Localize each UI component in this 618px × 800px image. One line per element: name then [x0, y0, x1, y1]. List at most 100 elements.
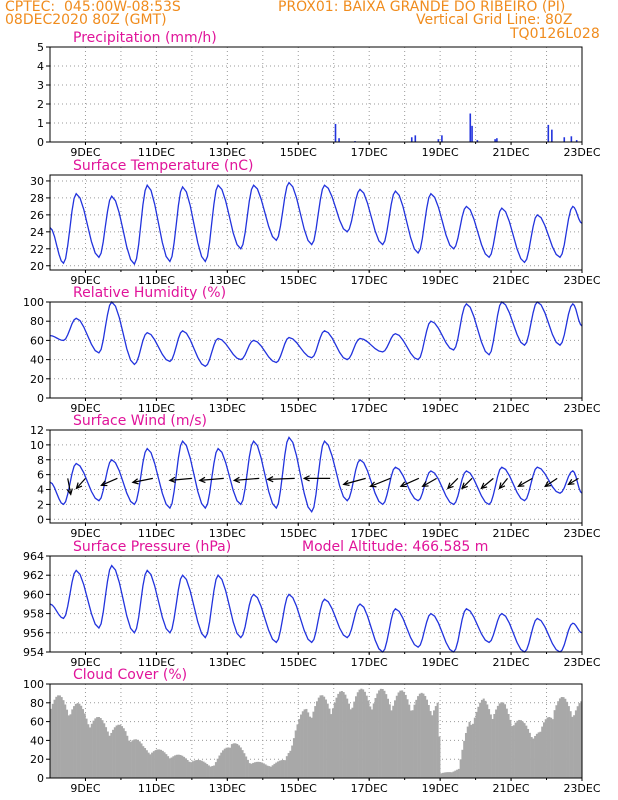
- cloud-bar: [257, 761, 260, 778]
- y-tick-label: 4: [37, 60, 44, 73]
- wind-arrow-head: [399, 481, 407, 488]
- temp-line: [49, 181, 583, 266]
- x-tick-label: 13DEC: [209, 782, 246, 795]
- precip-bar: [334, 123, 337, 142]
- cloud-bar: [129, 741, 132, 778]
- cloud-bar: [232, 743, 235, 778]
- cloud-bar: [128, 740, 131, 778]
- wind-arrow-head: [100, 480, 108, 487]
- panel-title: Cloud Cover (%): [73, 667, 187, 683]
- x-tick-label: 21DEC: [493, 274, 530, 287]
- wind-arrow: [480, 477, 494, 489]
- wind-arrow: [234, 477, 260, 481]
- cloud-bar: [319, 695, 322, 778]
- wind-arrow-head: [461, 482, 468, 490]
- y-tick-label: 958: [23, 608, 44, 621]
- wind-arrow: [132, 477, 153, 483]
- cloud-bar: [376, 693, 379, 778]
- precip-bar: [414, 135, 417, 142]
- cloud-bar: [300, 714, 303, 778]
- y-tick-label: 0: [37, 136, 44, 149]
- wind-arrow-head: [266, 476, 274, 483]
- cloud-bar: [204, 762, 207, 778]
- cloud-bar: [560, 697, 563, 778]
- cloud-bar: [275, 762, 278, 778]
- cloud-bar: [308, 716, 311, 778]
- cloud-bar: [255, 761, 258, 778]
- cloud-bar: [184, 758, 187, 778]
- wind-arrow: [169, 477, 192, 481]
- cloud-bar: [427, 705, 430, 778]
- wind-arrow-head: [567, 479, 575, 486]
- cloud-bar: [220, 752, 223, 778]
- x-tick-label: 19DEC: [422, 402, 459, 415]
- cloud-bar: [161, 750, 164, 778]
- cloud-bar: [239, 747, 242, 778]
- cloud-bar: [296, 724, 299, 778]
- panel-frame: [49, 301, 583, 399]
- y-tick-label: 40: [30, 734, 44, 747]
- cloud-bar: [87, 724, 90, 778]
- panel-title: Surface Temperature (nC): [73, 158, 254, 174]
- cloud-bar: [355, 696, 358, 778]
- header-model-id: TQ0126L028: [510, 26, 600, 42]
- cloud-bar: [409, 710, 413, 778]
- cloud-bar: [509, 719, 512, 778]
- cloud-bar: [408, 704, 411, 778]
- precip-bar: [471, 125, 473, 142]
- y-tick-label: 964: [23, 550, 44, 563]
- cloud-bar: [484, 700, 487, 778]
- wind-arrow: [101, 477, 118, 486]
- cloud-bar: [445, 772, 448, 778]
- y-tick-label: 20: [30, 260, 44, 273]
- cloud-bar: [378, 690, 381, 778]
- wind-arrow: [422, 477, 437, 487]
- cloud-bar: [69, 714, 72, 778]
- panel-frame: [49, 429, 583, 524]
- cloud-bar: [470, 724, 473, 778]
- cloud-bar: [381, 688, 384, 778]
- cloud-bar: [230, 744, 233, 778]
- y-tick-label: 100: [23, 296, 44, 309]
- cloud-bar: [578, 703, 581, 778]
- cloud-bar: [213, 765, 216, 778]
- y-tick-label: 10: [30, 439, 44, 452]
- cloud-bar: [514, 722, 517, 778]
- cloud-bar: [280, 760, 283, 778]
- x-tick-label: 15DEC: [280, 527, 317, 540]
- x-tick-label: 15DEC: [280, 656, 317, 669]
- cloud-bar: [198, 760, 202, 778]
- cloud-bar: [486, 704, 489, 778]
- cloud-bar: [78, 703, 81, 778]
- cloud-bar: [138, 741, 141, 778]
- cloud-bar: [335, 697, 338, 778]
- cloud-bar: [344, 694, 347, 778]
- cloud-bar: [516, 720, 519, 778]
- cloud-bar: [163, 752, 166, 778]
- cloud-bar: [85, 718, 88, 778]
- y-tick-label: 1: [37, 117, 44, 130]
- cloud-bar: [512, 725, 515, 778]
- x-tick-label: 19DEC: [422, 274, 459, 287]
- cloud-bar: [294, 730, 297, 778]
- cloud-bar: [218, 755, 221, 778]
- cloud-bar: [537, 732, 540, 778]
- cloud-bar: [190, 762, 193, 778]
- wind-arrow-head: [131, 478, 139, 485]
- wind-arrow-head: [66, 488, 73, 496]
- cloud-bar: [424, 695, 427, 778]
- cloud-bar: [273, 763, 276, 778]
- cloud-bar: [261, 762, 264, 778]
- x-tick-label: 17DEC: [351, 146, 388, 159]
- cloud-bar: [57, 695, 60, 778]
- cloud-bar: [425, 699, 429, 778]
- cloud-bar: [159, 749, 163, 778]
- cloud-bar: [80, 705, 83, 778]
- header-station-name: PROX01: BAIXA GRANDE DO RIBEIRO (PI): [278, 0, 566, 15]
- y-tick-label: 80: [30, 697, 44, 710]
- cloud-bar: [347, 703, 350, 778]
- precip-bar: [563, 137, 566, 142]
- cloud-bar: [96, 717, 99, 778]
- precip-bar: [476, 140, 479, 142]
- panel-frame: [49, 683, 583, 779]
